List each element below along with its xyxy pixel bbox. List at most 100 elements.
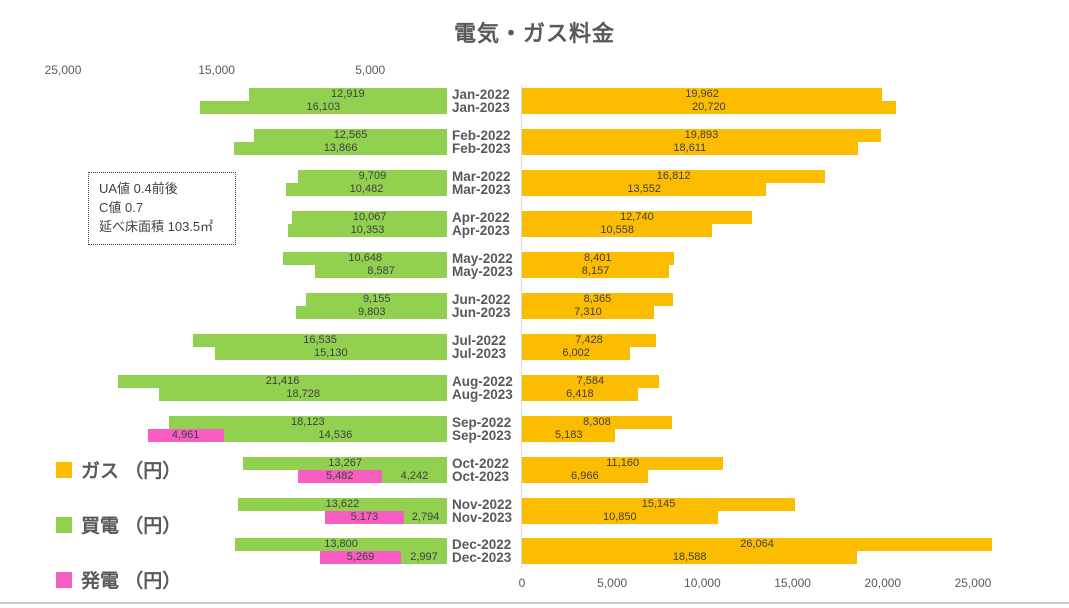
bar-gas-Oct-2023[interactable]: 6,966 <box>522 470 648 483</box>
bar-gas-Jan-2022[interactable]: 19,962 <box>522 88 883 101</box>
legend-item-gen[interactable]: 発電 （円） <box>56 566 181 593</box>
category-label: Feb-2023 <box>452 141 511 156</box>
bar-gas-Aug-2022[interactable]: 7,584 <box>522 375 659 388</box>
bar-generation-Nov-2023[interactable]: 5,173 <box>324 511 405 524</box>
bar-purchased-electricity-Aug-2023[interactable]: 18,728 <box>159 388 447 401</box>
bar-value-label: 18,728 <box>286 388 321 400</box>
left-bar-row: 18,123 <box>40 416 447 429</box>
bar-purchased-electricity-Oct-2023[interactable]: 4,242 <box>381 470 447 483</box>
left-bar-row: 13,800 <box>40 538 447 551</box>
right-axis-tick-label: 25,000 <box>954 576 992 590</box>
bar-gas-Jun-2023[interactable]: 7,310 <box>522 306 654 319</box>
category-labels: Mar-2022 Mar-2023 <box>452 170 521 197</box>
bar-value-label: 8,365 <box>583 293 612 305</box>
bar-gas-May-2023[interactable]: 8,157 <box>522 265 670 278</box>
bar-purchased-electricity-Mar-2022[interactable]: 9,709 <box>297 170 447 183</box>
left-bar-row: 15,130 <box>40 347 447 360</box>
bar-purchased-electricity-Mar-2023[interactable]: 10,482 <box>286 183 447 196</box>
bar-gas-Nov-2023[interactable]: 10,850 <box>522 511 718 524</box>
legend-item-gas[interactable]: ガス （円） <box>56 456 181 483</box>
bar-gas-Mar-2022[interactable]: 16,812 <box>522 170 826 183</box>
bar-purchased-electricity-Jun-2022[interactable]: 9,155 <box>306 293 447 306</box>
bar-gas-May-2022[interactable]: 8,401 <box>522 252 674 265</box>
bar-value-label: 13,800 <box>324 538 358 550</box>
bar-purchased-electricity-May-2023[interactable]: 8,587 <box>315 265 447 278</box>
chart-title: 電気・ガス料金 <box>453 21 615 46</box>
bar-gas-Feb-2022[interactable]: 19,893 <box>522 129 881 142</box>
category-label: Jun-2023 <box>452 305 511 320</box>
bar-generation-Oct-2023[interactable]: 5,482 <box>297 470 382 483</box>
bar-gas-Oct-2022[interactable]: 11,160 <box>522 457 724 470</box>
bar-generation-Dec-2023[interactable]: 5,269 <box>320 551 401 564</box>
bar-generation-Sep-2023[interactable]: 4,961 <box>147 429 224 442</box>
bar-purchased-electricity-Nov-2022[interactable]: 13,622 <box>237 498 447 511</box>
bar-gas-Aug-2023[interactable]: 6,418 <box>522 388 638 401</box>
bar-value-label: 2,997 <box>410 551 438 563</box>
right-bar-row: 16,812 <box>522 170 1000 183</box>
right-axis-tick-label: 10,000 <box>684 576 721 590</box>
bar-gas-Jul-2023[interactable]: 6,002 <box>522 347 631 360</box>
bar-gas-Mar-2023[interactable]: 13,552 <box>522 183 767 196</box>
bar-gas-Jun-2022[interactable]: 8,365 <box>522 293 673 306</box>
left-bar-row: 9,155 <box>40 293 447 306</box>
month-group: 9,155 9,803 Jun-2022 Jun-2023 8,365 7,310 <box>0 293 1069 319</box>
month-group: 12,565 13,866 Feb-2022 Feb-2023 19,893 18,611 <box>0 129 1069 155</box>
annotation-line-ua: UA値 0.4前後 <box>99 181 178 196</box>
bar-value-label: 6,002 <box>562 347 590 359</box>
left-bar-row: 18,728 <box>40 388 447 401</box>
bar-gas-Nov-2022[interactable]: 15,145 <box>522 498 796 511</box>
bar-purchased-electricity-Sep-2022[interactable]: 18,123 <box>168 416 447 429</box>
bar-purchased-electricity-Apr-2023[interactable]: 10,353 <box>288 224 447 237</box>
right-bar-row: 12,740 <box>522 211 1000 224</box>
bar-gas-Apr-2022[interactable]: 12,740 <box>522 211 752 224</box>
month-group: 9,709 10,482 Mar-2022 Mar-2023 16,812 13,552 <box>0 170 1069 196</box>
bar-purchased-electricity-Jul-2023[interactable]: 15,130 <box>214 347 447 360</box>
left-bar-row: 13,267 <box>40 457 447 470</box>
bar-value-label: 16,812 <box>656 170 691 182</box>
bar-gas-Apr-2023[interactable]: 10,558 <box>522 224 713 237</box>
category-label: Sep-2022 <box>452 415 512 430</box>
bar-gas-Feb-2023[interactable]: 18,611 <box>522 142 858 155</box>
right-bar-row: 5,183 <box>522 429 1000 442</box>
right-axis-tick-label: 20,000 <box>864 576 902 590</box>
right-bar-row: 18,611 <box>522 142 1000 155</box>
bar-value-label: 4,242 <box>400 470 429 482</box>
bar-gas-Sep-2023[interactable]: 5,183 <box>522 429 616 442</box>
bar-purchased-electricity-Sep-2023[interactable]: 14,536 <box>223 429 447 442</box>
bar-purchased-electricity-Jan-2023[interactable]: 16,103 <box>199 101 447 114</box>
bar-purchased-electricity-Jan-2022[interactable]: 12,919 <box>248 88 447 101</box>
bar-purchased-electricity-May-2022[interactable]: 10,648 <box>283 252 447 265</box>
bar-gas-Dec-2022[interactable]: 26,064 <box>522 538 993 551</box>
category-label: Oct-2022 <box>452 456 510 471</box>
bar-value-label: 11,160 <box>606 457 640 469</box>
right-bar-row: 19,962 <box>522 88 1000 101</box>
bar-purchased-electricity-Nov-2023[interactable]: 2,794 <box>404 511 447 524</box>
left-bar-row: 10,353 <box>40 224 447 237</box>
right-bar-row: 6,418 <box>522 388 1000 401</box>
legend-item-buy[interactable]: 買電 （円） <box>56 511 181 538</box>
category-label: Oct-2023 <box>452 469 510 484</box>
bar-purchased-electricity-Aug-2022[interactable]: 21,416 <box>118 375 447 388</box>
category-label: Aug-2023 <box>452 387 513 402</box>
bar-gas-Dec-2023[interactable]: 18,588 <box>522 551 858 564</box>
bar-value-label: 8,401 <box>584 252 612 264</box>
bar-purchased-electricity-Jul-2022[interactable]: 16,535 <box>193 334 447 347</box>
bar-gas-Jul-2022[interactable]: 7,428 <box>522 334 656 347</box>
bar-gas-Jan-2023[interactable]: 20,720 <box>522 101 896 114</box>
annotation-line-area: 延べ床面積 103.5㎡ <box>99 218 214 234</box>
bar-purchased-electricity-Oct-2022[interactable]: 13,267 <box>243 457 447 470</box>
left-plot-area: 9,155 9,803 <box>40 293 447 319</box>
bar-purchased-electricity-Feb-2023[interactable]: 13,866 <box>234 142 447 155</box>
bar-value-label: 16,103 <box>306 101 341 113</box>
bar-purchased-electricity-Jun-2023[interactable]: 9,803 <box>296 306 447 319</box>
right-plot-area: 15,145 10,850 <box>522 498 1000 524</box>
month-group: 18,123 4,961 14,536 Sep-2022 Sep-2023 8,308 5,… <box>0 416 1069 442</box>
bar-purchased-electricity-Dec-2023[interactable]: 2,997 <box>400 551 447 564</box>
bar-purchased-electricity-Dec-2022[interactable]: 13,800 <box>235 538 447 551</box>
bar-value-label: 8,587 <box>367 265 395 277</box>
bar-purchased-electricity-Feb-2022[interactable]: 12,565 <box>254 129 447 142</box>
bar-gas-Sep-2022[interactable]: 8,308 <box>522 416 672 429</box>
bar-purchased-electricity-Apr-2022[interactable]: 10,067 <box>292 211 447 224</box>
left-bar-row: 16,535 <box>40 334 447 347</box>
right-plot-area: 7,428 6,002 <box>522 334 1000 360</box>
